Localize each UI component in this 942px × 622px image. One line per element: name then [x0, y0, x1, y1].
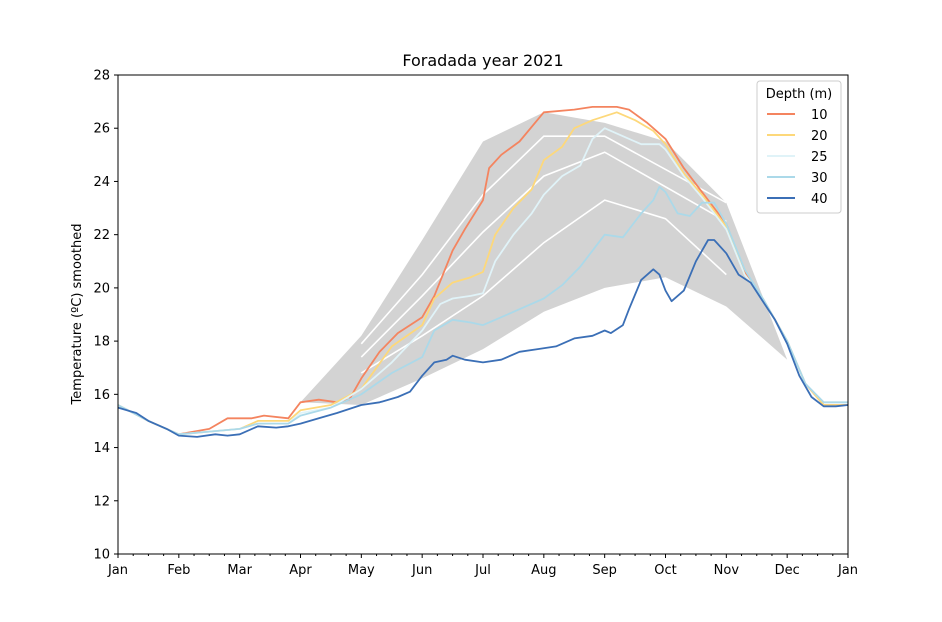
- x-tick-label: Oct: [654, 563, 676, 578]
- y-tick-label: 28: [93, 69, 110, 84]
- climatology-line-1: [360, 135, 727, 345]
- x-tick-label: Mar: [227, 563, 252, 578]
- legend-label-depth-20: 20: [811, 129, 828, 144]
- y-tick-label: 18: [93, 335, 110, 350]
- legend-label-depth-10: 10: [811, 108, 828, 123]
- y-tick-label: 20: [93, 281, 110, 296]
- x-axis-ticks: Jan Feb Mar Apr May Jun Jul Aug Sep Oct Nov Dec Jan: [107, 554, 858, 578]
- legend-label-depth-30: 30: [811, 171, 828, 186]
- x-tick-label: Jul: [474, 563, 491, 578]
- y-tick-label: 14: [93, 441, 110, 456]
- y-tick-label: 12: [93, 494, 110, 509]
- x-tick-label: Apr: [289, 563, 312, 578]
- x-tick-label: Dec: [775, 563, 800, 578]
- legend: Depth (m) 10 20 25 30 40: [756, 80, 842, 214]
- x-tick-label: Feb: [167, 563, 190, 578]
- y-tick-label: 22: [93, 228, 110, 243]
- y-tick-label: 24: [93, 175, 110, 190]
- x-tick-label: Aug: [531, 563, 556, 578]
- series-line-depth-10: [117, 106, 848, 436]
- y-axis-label: Temperature (ºC) smoothed: [70, 224, 85, 406]
- x-tick-label: Nov: [714, 563, 740, 578]
- climatology-line-2: [360, 151, 727, 358]
- series-layer: [117, 106, 849, 438]
- series-line-depth-40: [117, 239, 849, 438]
- x-tick-label: Sep: [592, 563, 617, 578]
- legend-title: Depth (m): [766, 87, 833, 102]
- y-tick-label: 16: [93, 388, 110, 403]
- climatology-line-3: [360, 199, 727, 374]
- legend-items: 10 20 25 30 40: [767, 108, 828, 207]
- series-line-depth-30: [117, 185, 848, 436]
- x-tick-label: Jan: [837, 563, 858, 578]
- x-tick-label: Jun: [411, 563, 432, 578]
- legend-label-depth-40: 40: [811, 192, 828, 207]
- y-axis-ticks: 10 12 14 16 18 20 22 24 26 28: [93, 69, 118, 563]
- chart-title: Foradada year 2021: [402, 51, 563, 70]
- x-tick-label: May: [348, 563, 375, 578]
- x-tick-label: Jan: [107, 563, 128, 578]
- climatology-lines-layer: [360, 135, 727, 374]
- y-tick-label: 26: [93, 122, 110, 137]
- y-tick-label: 10: [93, 548, 110, 563]
- legend-label-depth-25: 25: [811, 150, 828, 165]
